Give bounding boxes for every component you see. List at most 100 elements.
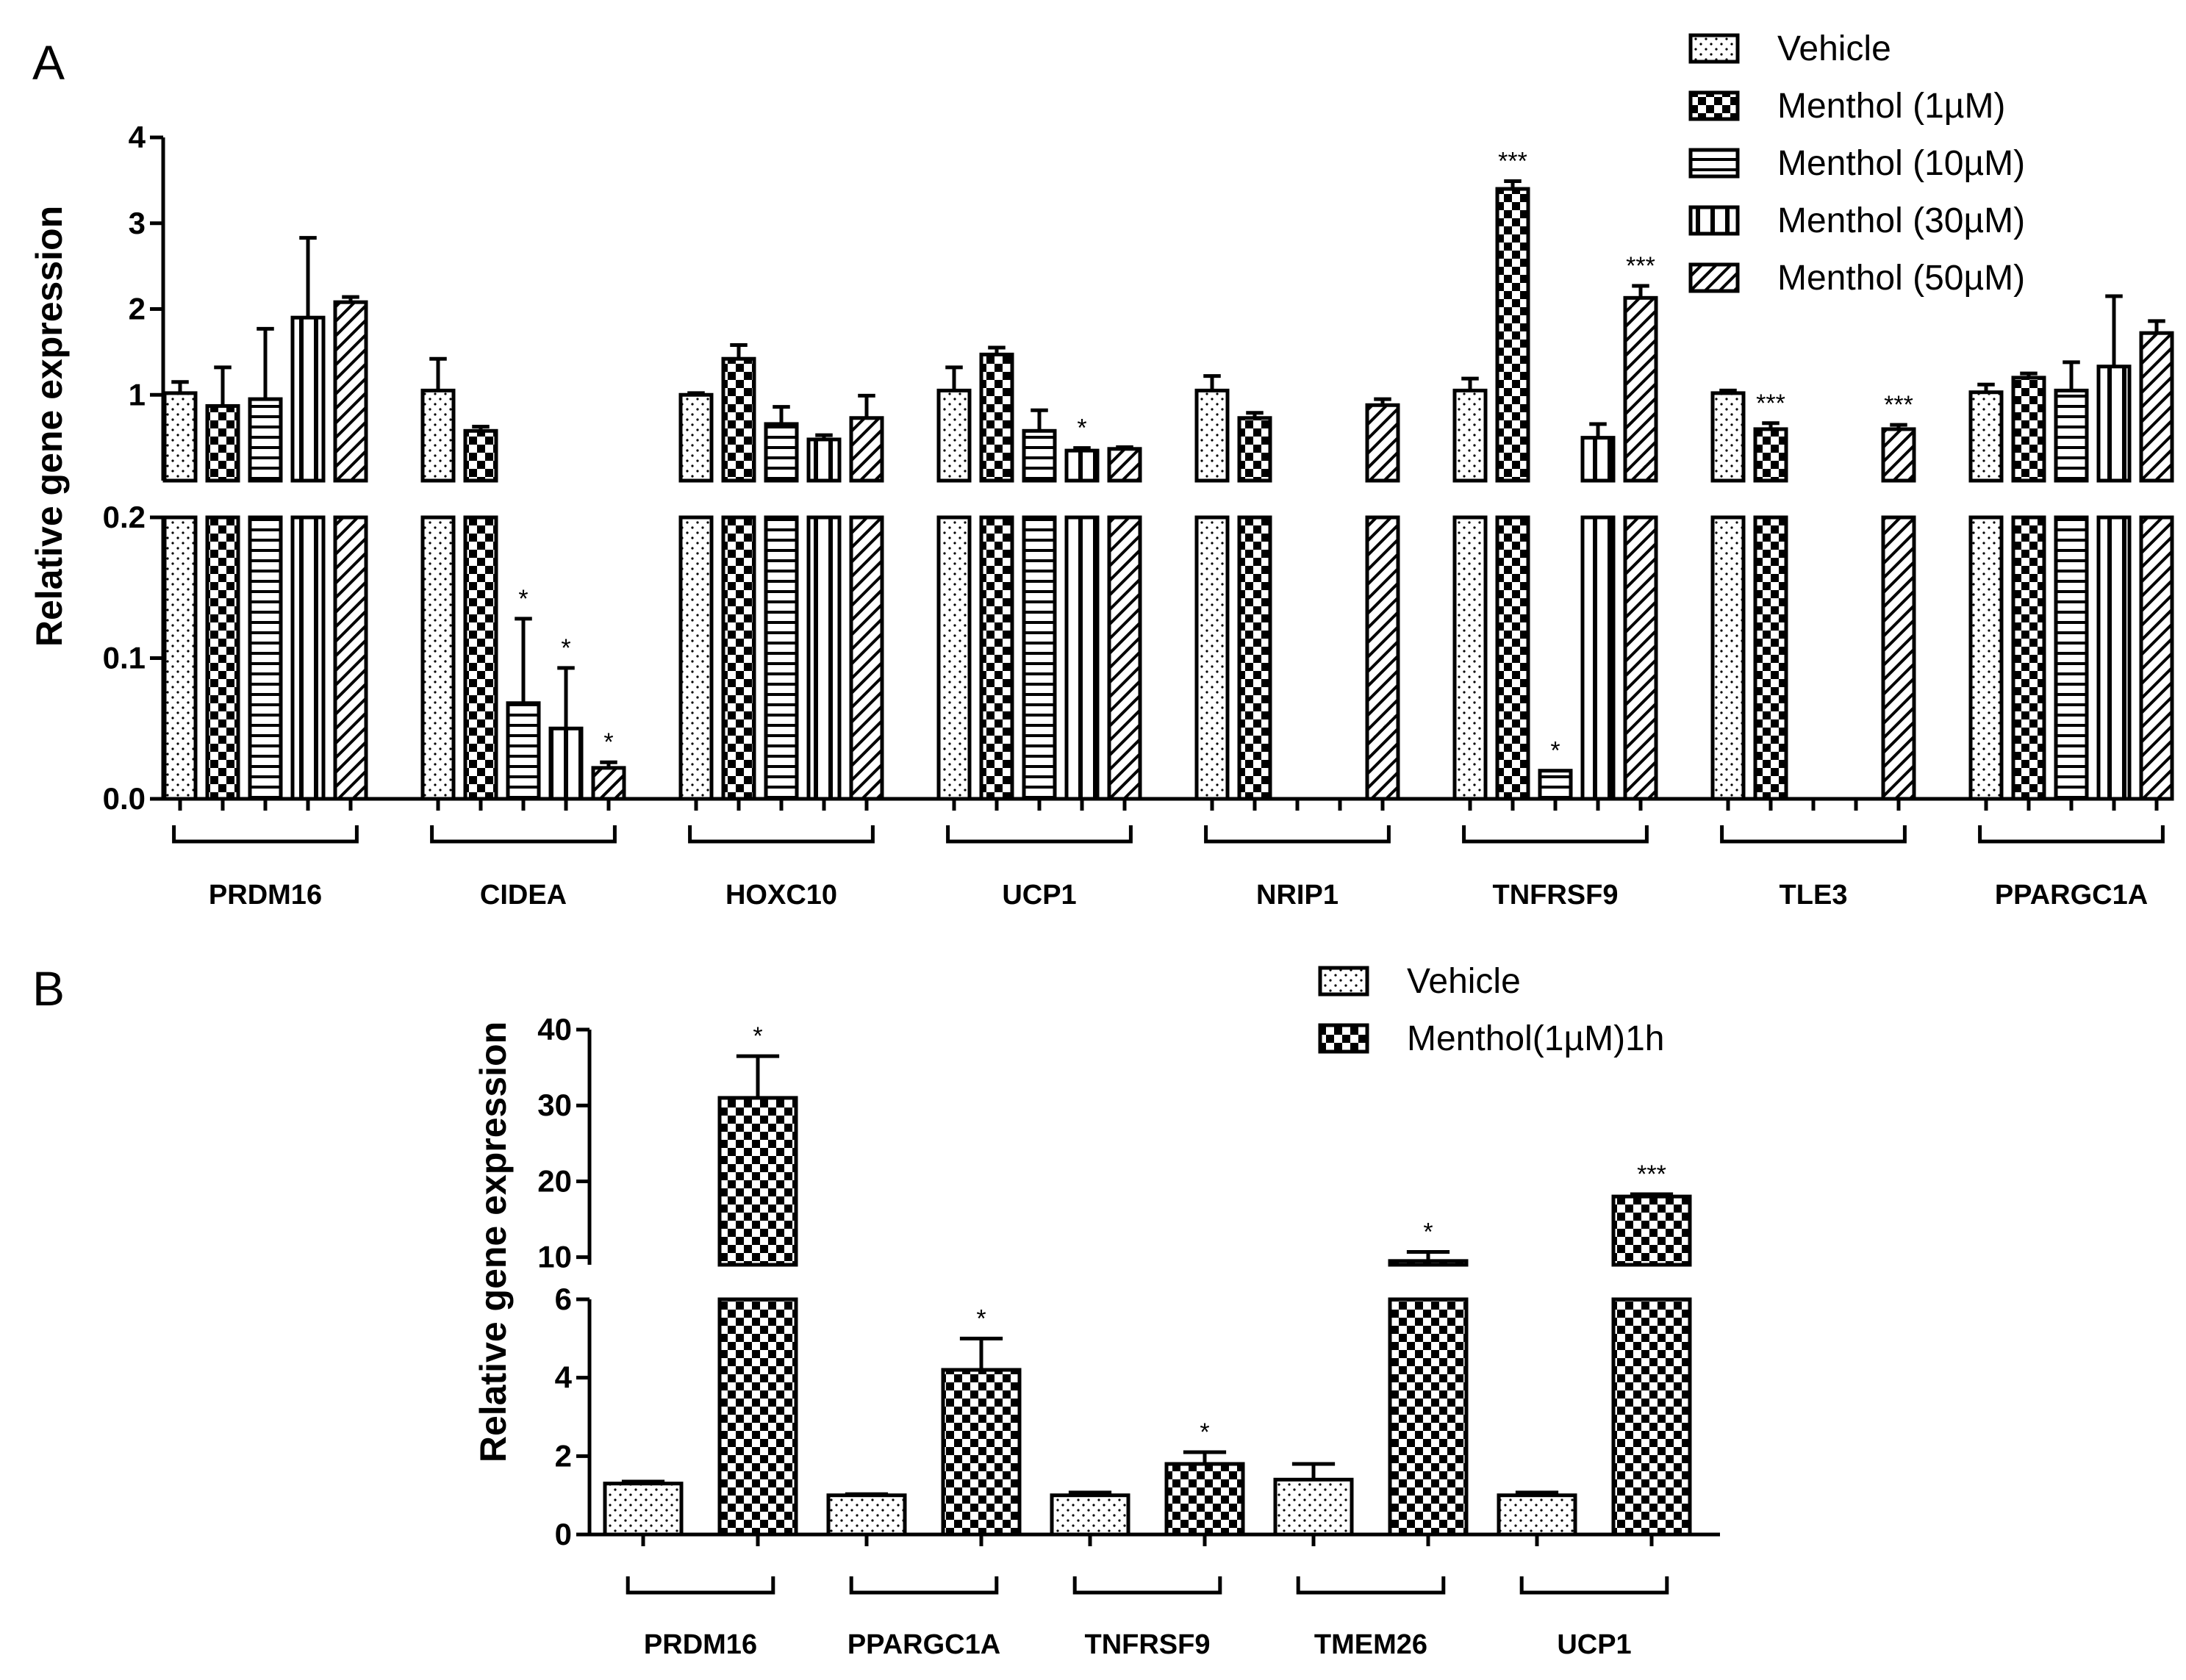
y-tick-label: 2 bbox=[555, 1438, 572, 1473]
significance-mark: * bbox=[1077, 414, 1086, 442]
bar-tle3-menthol-50-m-lower bbox=[1881, 515, 1916, 801]
bar-ucp1-menthol-1-m-upper bbox=[979, 352, 1014, 483]
bar-tle3-menthol-50-m-upper bbox=[1881, 427, 1916, 483]
group-label-prdm16: PRDM16 bbox=[209, 880, 322, 911]
legend-swatch-menthol-50-m bbox=[1688, 262, 1740, 293]
bar-hoxc10-menthol-1-m-lower bbox=[721, 515, 756, 801]
group-label-cidea: CIDEA bbox=[480, 880, 567, 911]
y-tick-label: 0.1 bbox=[103, 641, 146, 675]
group-bracket-ucp1 bbox=[946, 825, 1133, 844]
significance-mark: *** bbox=[1637, 1160, 1666, 1188]
group-label-tnfrsf9: TNFRSF9 bbox=[1085, 1629, 1211, 1660]
bar-ppargc1a-menthol-50-m-upper bbox=[2139, 331, 2174, 483]
bar-tle3-vehicle-upper bbox=[1710, 391, 1746, 483]
bar-hoxc10-menthol-30-m-upper bbox=[806, 437, 842, 483]
bar-ppargc1a-menthol-1-m-lower bbox=[2011, 515, 2046, 801]
panel-a-y-axis-label: Relative gene expression bbox=[29, 206, 70, 647]
bar-cidea-vehicle-lower bbox=[420, 515, 456, 801]
group-bracket-prdm16 bbox=[172, 825, 359, 844]
panel-a: A Relative gene expression 0.0 0.1 0.2 1 2 3 4… bbox=[29, 29, 2174, 911]
group-bracket-nrip1 bbox=[1204, 825, 1391, 844]
legend-label-menthol-30-m: Menthol (30µM) bbox=[1777, 201, 2025, 240]
panel-a-error-bars bbox=[171, 179, 2165, 768]
legend-swatch-menthol-1-m-1h bbox=[1318, 1023, 1369, 1054]
bar-prdm16-vehicle-lower bbox=[162, 515, 198, 801]
panel-b-legend: Vehicle Menthol(1µM)1h bbox=[1318, 962, 1664, 1058]
bar-hoxc10-vehicle-upper bbox=[678, 392, 714, 483]
panel-b-axes: 0 2 4 6 10 20 30 40 bbox=[537, 1012, 1720, 1551]
panel-b-significance-marks: ******* bbox=[753, 1022, 1666, 1446]
bar-cidea-vehicle-upper bbox=[420, 388, 456, 483]
group-label-hoxc10: HOXC10 bbox=[725, 880, 837, 911]
bar-hoxc10-menthol-1-m-upper bbox=[721, 356, 756, 483]
legend-swatch-menthol-10-m bbox=[1688, 148, 1740, 179]
bar-ucp1-menthol-1-m-1h-lower bbox=[1611, 1297, 1692, 1537]
bar-nrip1-menthol-1-m-upper bbox=[1237, 416, 1272, 483]
y-tick-label: 0 bbox=[555, 1517, 572, 1551]
bar-ppargc1a-menthol-50-m-lower bbox=[2139, 515, 2174, 801]
y-tick-label: 4 bbox=[129, 120, 146, 154]
y-tick-label: 20 bbox=[537, 1163, 572, 1198]
group-label-nrip1: NRIP1 bbox=[1256, 880, 1339, 911]
bar-ppargc1a-menthol-30-m-upper bbox=[2096, 365, 2132, 483]
bar-nrip1-vehicle-upper bbox=[1194, 388, 1230, 483]
bar-tmem26-vehicle bbox=[1273, 1477, 1354, 1537]
bar-ppargc1a-vehicle-lower bbox=[1968, 515, 2004, 801]
bar-tnfrsf9-menthol-30-m-lower bbox=[1580, 515, 1616, 801]
bar-tnfrsf9-menthol-1-m-upper bbox=[1495, 187, 1530, 483]
significance-mark: * bbox=[561, 634, 570, 662]
bar-ppargc1a-menthol-1-m-1h bbox=[941, 1368, 1022, 1537]
legend-label-menthol-50-m: Menthol (50µM) bbox=[1777, 259, 2025, 298]
bar-prdm16-vehicle-upper bbox=[162, 391, 198, 483]
legend-label-vehicle: Vehicle bbox=[1407, 962, 1521, 1001]
bar-hoxc10-menthol-50-m-lower bbox=[849, 515, 884, 801]
significance-mark: * bbox=[518, 585, 528, 613]
bar-hoxc10-menthol-30-m-lower bbox=[806, 515, 842, 801]
bar-tnfrsf9-menthol-1-m-1h bbox=[1164, 1462, 1245, 1537]
bar-prdm16-menthol-1-m-lower bbox=[205, 515, 240, 801]
legend-swatch-menthol-1-m bbox=[1688, 90, 1740, 121]
panel-b-error-bars bbox=[621, 1054, 1674, 1496]
bar-ucp1-vehicle-upper bbox=[936, 388, 972, 483]
y-tick-label: 6 bbox=[555, 1282, 572, 1316]
legend-swatch-menthol-30-m bbox=[1688, 205, 1740, 236]
significance-mark: *** bbox=[1498, 148, 1527, 176]
group-bracket-ucp1 bbox=[1519, 1576, 1669, 1595]
bar-tle3-menthol-1-m-lower bbox=[1753, 515, 1788, 801]
panel-b: B Relative gene expression 024610203040 … bbox=[32, 961, 1720, 1660]
bar-ppargc1a-menthol-1-m-upper bbox=[2011, 376, 2046, 483]
y-tick-label: 10 bbox=[537, 1240, 572, 1274]
bar-tnfrsf9-menthol-30-m-upper bbox=[1580, 436, 1616, 483]
bar-ucp1-menthol-30-m-lower bbox=[1064, 515, 1100, 801]
bar-nrip1-menthol-50-m-upper bbox=[1365, 403, 1400, 483]
bar-nrip1-vehicle-lower bbox=[1194, 515, 1230, 801]
y-tick-label: 2 bbox=[129, 292, 146, 326]
bar-ucp1-menthol-1-m-lower bbox=[979, 515, 1014, 801]
bar-tnfrsf9-menthol-1-m-lower bbox=[1495, 515, 1530, 801]
bar-ppargc1a-menthol-10-m-lower bbox=[2054, 515, 2089, 801]
bar-cidea-menthol-1-m-upper bbox=[463, 428, 498, 483]
bar-ucp1-menthol-50-m-lower bbox=[1107, 515, 1142, 801]
significance-mark: *** bbox=[1884, 391, 1913, 419]
panel-a-significance-marks: ************** *** bbox=[518, 148, 1913, 765]
bar-prdm16-menthol-30-m-upper bbox=[290, 315, 326, 483]
legend-swatch-vehicle bbox=[1688, 33, 1740, 64]
y-tick-label: 30 bbox=[537, 1088, 572, 1122]
y-tick-label: 4 bbox=[555, 1360, 573, 1395]
bar-tnfrsf9-vehicle-upper bbox=[1452, 388, 1488, 483]
group-label-ucp1: UCP1 bbox=[1557, 1629, 1631, 1660]
significance-mark: * bbox=[603, 728, 613, 756]
significance-mark: *** bbox=[1756, 390, 1785, 417]
bar-ppargc1a-vehicle-upper bbox=[1968, 390, 2004, 483]
panel-b-gene-groups: PRDM16 PPARGC1A TNFRSF9 TMEM26 UCP1 bbox=[626, 1576, 1669, 1660]
bar-ucp1-menthol-50-m-upper bbox=[1107, 447, 1142, 483]
bar-prdm16-menthol-1-m-1h-lower bbox=[717, 1297, 798, 1537]
bar-prdm16-menthol-10-m-upper bbox=[248, 397, 283, 483]
bar-hoxc10-menthol-10-m-lower bbox=[764, 515, 799, 801]
bar-prdm16-menthol-30-m-lower bbox=[290, 515, 326, 801]
legend-label-menthol-1-m-1h: Menthol(1µM)1h bbox=[1407, 1019, 1664, 1058]
group-bracket-ppargc1a bbox=[849, 1576, 999, 1595]
bar-hoxc10-menthol-50-m-upper bbox=[849, 416, 884, 483]
legend-swatch-vehicle bbox=[1318, 966, 1369, 997]
